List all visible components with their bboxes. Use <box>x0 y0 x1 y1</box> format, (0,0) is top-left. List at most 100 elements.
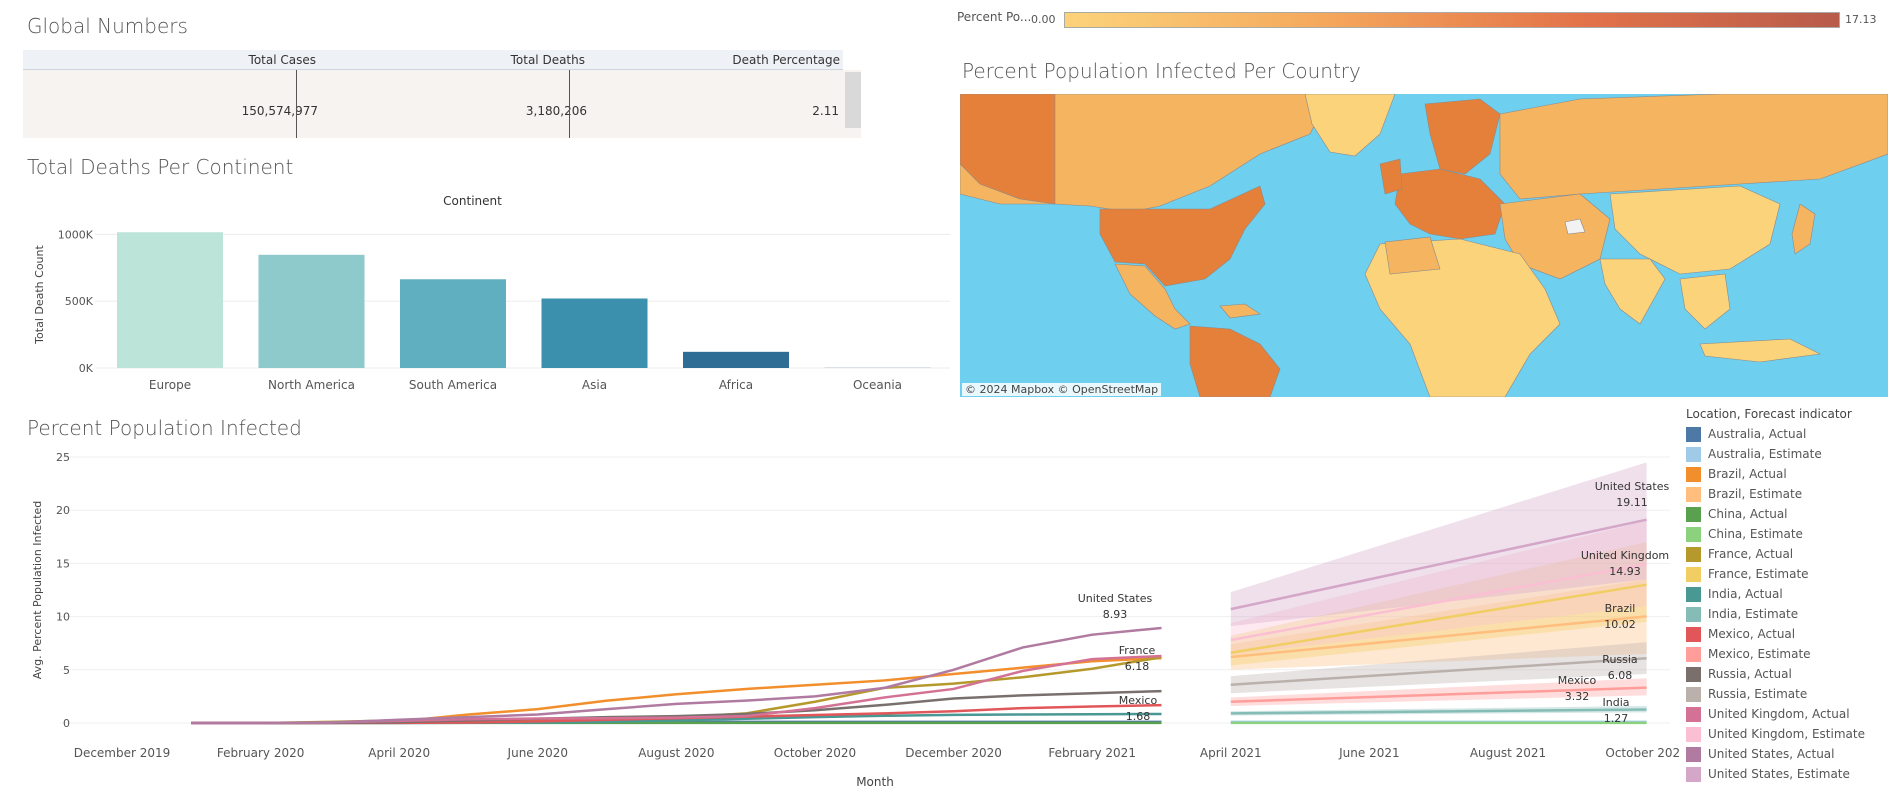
map-region-japan[interactable] <box>1791 203 1816 255</box>
legend-item[interactable]: United Kingdom, Actual <box>1686 704 1850 724</box>
bar-africa[interactable] <box>683 351 789 368</box>
forecast-label-value: 10.02 <box>1604 618 1636 631</box>
actual-line-united-kingdom[interactable] <box>191 654 1162 725</box>
bar-chart-title: Total Deaths Per Continent <box>27 155 294 179</box>
table-scrollbar[interactable] <box>845 72 861 128</box>
legend-item[interactable]: France, Estimate <box>1686 564 1809 584</box>
line-x-tick-label: December 2020 <box>905 746 1002 760</box>
map-region-no-data <box>1564 218 1586 235</box>
legend-swatch <box>1686 486 1701 502</box>
forecast-label-name: United States <box>1595 480 1670 493</box>
map-region-scandinavia[interactable] <box>1424 98 1501 175</box>
global-numbers-header: Total Cases Total Deaths Death Percentag… <box>23 50 843 70</box>
map-region-alaska[interactable] <box>960 94 1056 205</box>
total-deaths-header[interactable]: Total Deaths <box>510 53 585 67</box>
map-attribution[interactable]: © 2024 Mapbox © OpenStreetMap <box>962 383 1162 396</box>
legend-item[interactable]: China, Estimate <box>1686 524 1803 544</box>
legend-item[interactable]: India, Estimate <box>1686 604 1798 624</box>
legend-label: Russia, Actual <box>1708 667 1792 681</box>
estimate-line-united-kingdom[interactable] <box>1230 562 1647 642</box>
map-region-mexico[interactable] <box>1114 263 1191 330</box>
actual-line-united-states[interactable] <box>191 626 1162 725</box>
legend-swatch <box>1686 546 1701 562</box>
legend-item[interactable]: Russia, Actual <box>1686 664 1792 684</box>
line-x-tick-label: October 2021 <box>1605 746 1680 760</box>
legend-swatch <box>1686 606 1701 622</box>
legend-label: India, Estimate <box>1708 607 1799 621</box>
line-x-tick-label: December 2019 <box>74 746 171 760</box>
map-region-indonesia[interactable] <box>1699 338 1822 363</box>
legend-item[interactable]: Mexico, Estimate <box>1686 644 1811 664</box>
bar-x-tick-label: Asia <box>582 378 607 392</box>
legend-swatch <box>1686 446 1701 462</box>
estimate-line-russia[interactable] <box>1230 657 1647 686</box>
bar-y-axis-label: Total Death Count <box>33 245 46 345</box>
legend-item[interactable]: United States, Actual <box>1686 744 1834 764</box>
legend-item[interactable]: Russia, Estimate <box>1686 684 1807 704</box>
bar-europe[interactable] <box>117 232 223 368</box>
legend-item[interactable]: Australia, Actual <box>1686 424 1806 444</box>
bar-asia[interactable] <box>541 298 648 368</box>
legend-item[interactable]: Mexico, Actual <box>1686 624 1795 644</box>
forecast-label-value: 14.93 <box>1609 565 1641 578</box>
world-map[interactable]: © 2024 Mapbox © OpenStreetMap <box>960 94 1888 397</box>
legend-swatch <box>1686 526 1701 542</box>
map-region-caribbean[interactable] <box>1219 303 1261 319</box>
map-region-africa[interactable] <box>1364 238 1561 397</box>
global-numbers-title: Global Numbers <box>27 14 188 38</box>
deaths-per-continent-chart: Continent Total Death Count 0K 500K 1000K Eur… <box>33 194 950 392</box>
estimate-line-france[interactable] <box>1230 583 1647 655</box>
estimate-line-brazil[interactable] <box>1230 615 1647 659</box>
line-x-tick-label: August 2020 <box>638 746 714 760</box>
legend-item[interactable]: China, Actual <box>1686 504 1788 524</box>
map-region-middle-east[interactable] <box>1499 193 1611 280</box>
map-region-china[interactable] <box>1609 185 1781 275</box>
map-region-uk[interactable] <box>1379 158 1403 195</box>
death-percentage-header[interactable]: Death Percentage <box>732 53 840 67</box>
estimate-line-mexico[interactable] <box>1230 686 1647 703</box>
forecast-label-value: 6.08 <box>1608 669 1633 682</box>
actual-line-brazil[interactable] <box>191 656 1162 725</box>
bar-south-america[interactable] <box>400 279 506 368</box>
legend-swatch <box>1686 646 1701 662</box>
column-divider <box>296 70 297 138</box>
bar-north-america[interactable] <box>258 254 365 368</box>
legend-item[interactable]: Brazil, Actual <box>1686 464 1787 484</box>
percent-infected-line-chart: Avg. Percent Population Infected Month 0 5 1… <box>31 451 1680 789</box>
legend-item[interactable]: France, Actual <box>1686 544 1793 564</box>
map-region-greenland[interactable] <box>1304 94 1396 157</box>
map-region-south-america[interactable] <box>1189 325 1281 397</box>
map-region-india[interactable] <box>1599 258 1666 325</box>
bar-y-tick-label: 0K <box>79 362 94 375</box>
legend-label: Australia, Actual <box>1708 427 1807 441</box>
map-region-north-africa[interactable] <box>1384 236 1441 275</box>
forecast-label-value: 19.11 <box>1616 496 1648 509</box>
line-y-tick-label: 20 <box>56 504 70 517</box>
map-region-usa[interactable] <box>1099 185 1266 287</box>
estimate-line-india[interactable] <box>1230 708 1647 715</box>
legend-item[interactable]: United States, Estimate <box>1686 764 1850 784</box>
line-label-name: Mexico <box>1119 694 1158 707</box>
legend-item[interactable]: United Kingdom, Estimate <box>1686 724 1865 744</box>
legend-item[interactable]: Australia, Estimate <box>1686 444 1822 464</box>
death-percentage-value: 2.11 <box>812 104 839 118</box>
line-y-tick-label: 25 <box>56 451 70 464</box>
map-region-europe[interactable] <box>1394 168 1506 240</box>
line-x-tick-label: October 2020 <box>774 746 856 760</box>
forecast-band-united-states <box>1230 462 1647 627</box>
estimate-line-united-states[interactable] <box>1230 518 1647 611</box>
map-region-southeast-asia[interactable] <box>1679 273 1731 330</box>
bar-x-tick-label: Africa <box>719 378 753 392</box>
bar-x-tick-label: Oceania <box>853 378 902 392</box>
legend-swatch <box>1686 686 1701 702</box>
legend-swatch <box>1686 466 1701 482</box>
line-y-tick-label: 0 <box>63 717 70 730</box>
forecast-band-russia <box>1230 642 1647 694</box>
map-legend-label: Percent Po... <box>957 10 1032 24</box>
legend-item[interactable]: Brazil, Estimate <box>1686 484 1802 504</box>
map-region-russia[interactable] <box>1499 94 1888 200</box>
legend-swatch <box>1686 506 1701 522</box>
legend-item[interactable]: India, Actual <box>1686 584 1783 604</box>
legend-swatch <box>1686 426 1701 442</box>
total-cases-header[interactable]: Total Cases <box>248 53 316 67</box>
